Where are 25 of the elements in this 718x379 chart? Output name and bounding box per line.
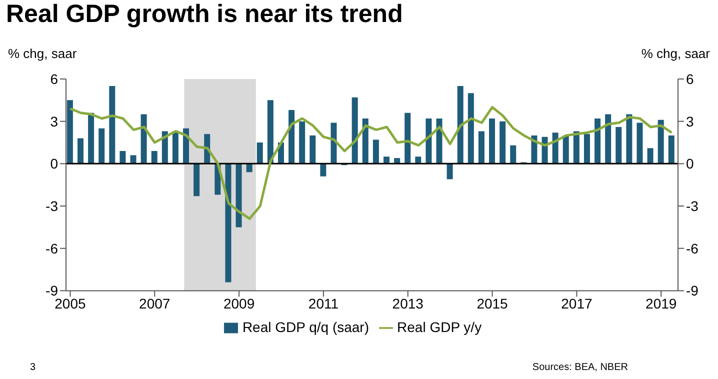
y2-tick-label: -9 — [686, 282, 699, 299]
legend-label: Real GDP y/y — [397, 318, 482, 335]
chart-title: Real GDP growth is near its trend — [6, 0, 403, 29]
legend-label: Real GDP q/q (saar) — [242, 318, 370, 335]
source-note: Sources: BEA, NBER — [532, 362, 628, 373]
x-tick-label: 2013 — [392, 296, 424, 312]
y-tick-label: 3 — [50, 113, 58, 130]
y2-tick-label: 3 — [686, 113, 694, 130]
y-tick-label: 0 — [50, 156, 58, 172]
y-tick-label: -3 — [46, 198, 58, 214]
y-tick-label: -6 — [46, 240, 58, 256]
y2-tick-label: 0 — [686, 156, 694, 172]
x-tick-label: 2019 — [646, 296, 677, 312]
y-tick-label: 6 — [50, 70, 58, 87]
x-tick-label: 2011 — [308, 296, 339, 312]
y2-axis-title: % chg, saar — [641, 46, 710, 61]
x-tick-label: 2015 — [476, 296, 508, 312]
text: 3 — [30, 362, 36, 373]
y2-tick-label: 6 — [686, 70, 694, 87]
x-tick-label: 2009 — [223, 296, 255, 312]
y-axis-title: % chg, saar — [8, 46, 77, 61]
x-tick-label: 2017 — [561, 296, 592, 312]
y2-tick-label: -3 — [686, 198, 699, 214]
x-tick-label: 2007 — [139, 296, 170, 312]
y2-tick-label: -6 — [686, 240, 699, 256]
